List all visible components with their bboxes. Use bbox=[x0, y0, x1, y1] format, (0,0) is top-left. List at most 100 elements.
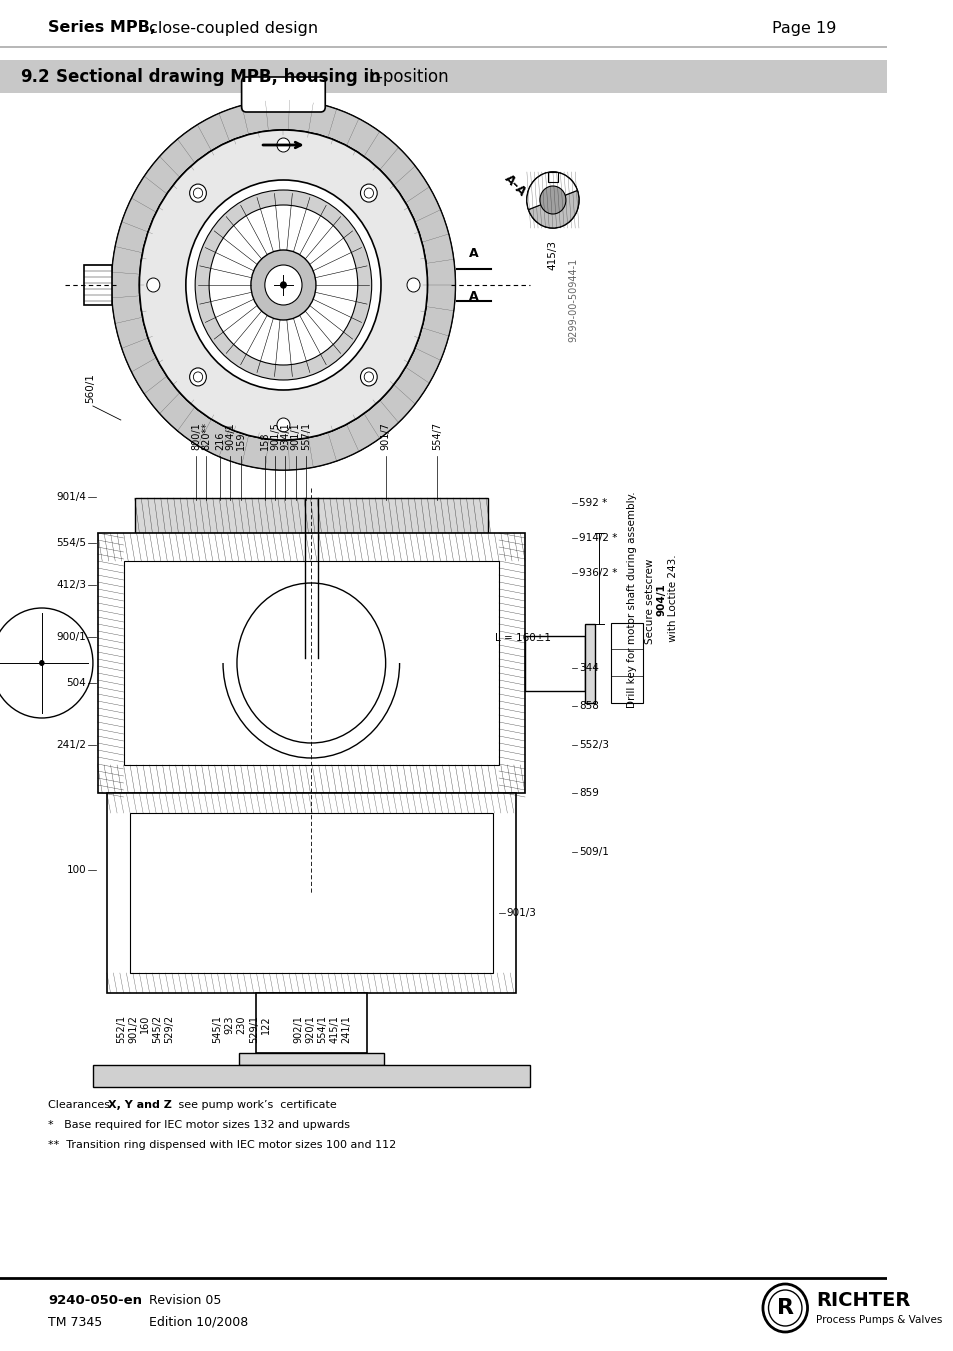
Bar bbox=[97, 534, 524, 793]
Text: 859: 859 bbox=[578, 788, 598, 798]
Bar bbox=[548, 172, 557, 182]
Text: see pump work’s  certificate: see pump work’s certificate bbox=[174, 1100, 336, 1111]
Bar bbox=[585, 624, 594, 703]
Text: 554/5: 554/5 bbox=[56, 538, 87, 549]
Text: 415/1: 415/1 bbox=[329, 1015, 339, 1043]
Text: 554/7: 554/7 bbox=[432, 422, 441, 450]
Text: 901/3: 901/3 bbox=[506, 908, 536, 917]
Text: 934/1: 934/1 bbox=[280, 423, 290, 450]
Circle shape bbox=[139, 130, 427, 440]
FancyBboxPatch shape bbox=[241, 77, 325, 112]
Circle shape bbox=[276, 138, 290, 153]
Text: 344: 344 bbox=[578, 663, 598, 673]
Text: 230: 230 bbox=[236, 1015, 247, 1034]
Text: 122: 122 bbox=[260, 1015, 271, 1034]
Text: L-position: L-position bbox=[368, 68, 448, 85]
Circle shape bbox=[112, 100, 455, 470]
Bar bbox=[524, 636, 585, 690]
Text: 241/1: 241/1 bbox=[341, 1015, 352, 1043]
Text: *   Base required for IEC motor sizes 132 and upwards: * Base required for IEC motor sizes 132 … bbox=[49, 1120, 350, 1129]
Text: A–A: A–A bbox=[501, 172, 529, 199]
Text: 560/1: 560/1 bbox=[86, 373, 95, 403]
Text: 552/3: 552/3 bbox=[578, 740, 608, 750]
Text: L = 160±1: L = 160±1 bbox=[495, 634, 551, 643]
Circle shape bbox=[147, 278, 160, 292]
Text: 592 *: 592 * bbox=[578, 499, 606, 508]
Text: 557/1: 557/1 bbox=[300, 422, 311, 450]
Text: 241/2: 241/2 bbox=[56, 740, 87, 750]
Text: Revision 05: Revision 05 bbox=[149, 1293, 221, 1306]
Text: 9.2: 9.2 bbox=[20, 68, 50, 85]
Circle shape bbox=[280, 282, 286, 288]
Text: 158: 158 bbox=[259, 431, 270, 450]
Bar bbox=[42, 95, 564, 1073]
Text: 900/1: 900/1 bbox=[56, 632, 87, 642]
Circle shape bbox=[360, 367, 376, 386]
Text: Sectional drawing MPB, housing in: Sectional drawing MPB, housing in bbox=[55, 68, 386, 85]
Text: TM 7345: TM 7345 bbox=[49, 1316, 103, 1328]
Circle shape bbox=[360, 184, 376, 203]
Text: 914/2 *: 914/2 * bbox=[578, 534, 617, 543]
Circle shape bbox=[39, 661, 45, 666]
Text: 902/1: 902/1 bbox=[293, 1015, 303, 1043]
Text: 904/1: 904/1 bbox=[225, 423, 235, 450]
Bar bbox=[107, 793, 516, 993]
Bar bbox=[134, 499, 487, 534]
Wedge shape bbox=[528, 190, 578, 228]
Text: 904/1: 904/1 bbox=[656, 584, 666, 616]
Text: 552/1: 552/1 bbox=[115, 1015, 126, 1043]
Text: Clearances: Clearances bbox=[49, 1100, 113, 1111]
Text: 901/7: 901/7 bbox=[380, 422, 390, 450]
Text: Process Pumps & Valves: Process Pumps & Valves bbox=[815, 1315, 942, 1325]
Text: X, Y and Z: X, Y and Z bbox=[108, 1100, 172, 1111]
Text: 100: 100 bbox=[67, 865, 87, 875]
Text: A: A bbox=[469, 247, 478, 259]
Text: 901/2: 901/2 bbox=[128, 1015, 138, 1043]
Bar bbox=[238, 1052, 383, 1065]
Text: 545/1: 545/1 bbox=[213, 1015, 222, 1043]
Text: 923: 923 bbox=[224, 1015, 234, 1034]
Text: with Loctite 243.: with Loctite 243. bbox=[667, 555, 677, 646]
Text: 858: 858 bbox=[578, 701, 598, 711]
Text: 545/2: 545/2 bbox=[152, 1015, 162, 1043]
Bar bbox=[0, 59, 885, 93]
Circle shape bbox=[139, 130, 427, 440]
Text: 820**: 820** bbox=[201, 422, 211, 450]
Wedge shape bbox=[526, 172, 577, 209]
Text: RICHTER: RICHTER bbox=[815, 1290, 909, 1309]
Text: 800/1: 800/1 bbox=[191, 423, 201, 450]
Circle shape bbox=[251, 250, 315, 320]
Bar bbox=[610, 623, 642, 703]
Wedge shape bbox=[112, 100, 455, 470]
Circle shape bbox=[407, 278, 419, 292]
Circle shape bbox=[193, 372, 202, 382]
Circle shape bbox=[364, 188, 374, 199]
Circle shape bbox=[0, 608, 92, 717]
Bar bbox=[130, 813, 492, 973]
Text: 9299-00-50944-1: 9299-00-50944-1 bbox=[568, 258, 578, 342]
Circle shape bbox=[276, 417, 290, 432]
Text: 920/1: 920/1 bbox=[305, 1015, 315, 1043]
Text: 412/3: 412/3 bbox=[56, 580, 87, 590]
Circle shape bbox=[265, 265, 302, 305]
Text: 936/2 *: 936/2 * bbox=[578, 567, 617, 578]
Circle shape bbox=[768, 1290, 801, 1325]
Circle shape bbox=[364, 372, 374, 382]
Text: 9240-050-en: 9240-050-en bbox=[49, 1293, 142, 1306]
Text: 415/3: 415/3 bbox=[547, 240, 558, 270]
Text: **  Transition ring dispensed with IEC motor sizes 100 and 112: ** Transition ring dispensed with IEC mo… bbox=[49, 1140, 396, 1150]
Text: R: R bbox=[776, 1298, 793, 1319]
Text: 509/1: 509/1 bbox=[578, 847, 608, 857]
Circle shape bbox=[193, 188, 202, 199]
Text: Page 19: Page 19 bbox=[771, 20, 836, 35]
Text: 901/1: 901/1 bbox=[291, 423, 300, 450]
Text: 504: 504 bbox=[67, 678, 87, 688]
Bar bbox=[255, 993, 367, 1052]
Wedge shape bbox=[195, 190, 372, 380]
Text: Series MPB,: Series MPB, bbox=[49, 20, 156, 35]
Text: 216: 216 bbox=[215, 431, 225, 450]
Circle shape bbox=[190, 184, 206, 203]
Circle shape bbox=[762, 1283, 806, 1332]
Circle shape bbox=[539, 186, 565, 213]
Text: Secure setscrew: Secure setscrew bbox=[645, 555, 655, 644]
